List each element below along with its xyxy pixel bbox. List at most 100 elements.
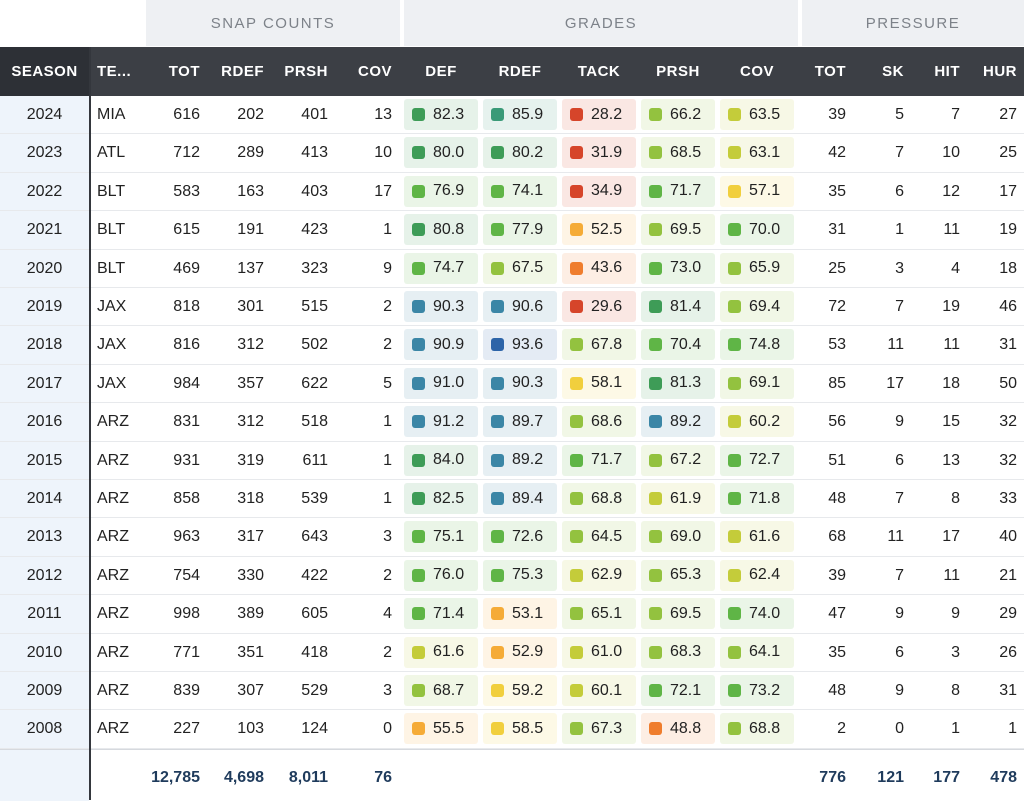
col-header-team[interactable]: TE...: [97, 63, 132, 80]
table-row[interactable]: 2023 ATL 712 289 413 10 42 7 10 25 80.0 80.2 31.9 68.…: [0, 134, 1024, 173]
grade-value: 68.5: [670, 143, 702, 161]
grade-value: 69.1: [749, 374, 781, 392]
grade-value: 90.3: [512, 374, 544, 392]
grade-color-swatch: [649, 607, 662, 621]
season-cell[interactable]: 2017: [0, 364, 89, 403]
season-cell[interactable]: 2012: [0, 556, 89, 595]
table-row[interactable]: 2019 JAX 818 301 515 2 72 7 19 46 90.3 90.6 29.6 81.4…: [0, 288, 1024, 327]
table-row[interactable]: 2016 ARZ 831 312 518 1 56 9 15 32 91.2 89.7 68.6 89.2…: [0, 403, 1024, 442]
season-cell[interactable]: 2019: [0, 288, 89, 326]
total-snap-prsh: 8,011: [288, 769, 328, 786]
grade-value: 91.2: [433, 412, 465, 430]
table-row[interactable]: 2018 JAX 816 312 502 2 53 11 11 31 90.9 93.6 67.8 70.…: [0, 326, 1024, 365]
grade-value: 81.3: [670, 374, 702, 392]
table-row[interactable]: 2014 ARZ 858 318 539 1 48 7 8 33 82.5 89.4 68.8 61.9 7…: [0, 480, 1024, 519]
table-row[interactable]: 2009 ARZ 839 307 529 3 48 9 8 31 68.7 59.2 60.1 72.1 7…: [0, 672, 1024, 711]
grade-color-swatch: [649, 108, 662, 121]
team-cell: JAX: [97, 336, 127, 354]
season-cell[interactable]: 2010: [0, 633, 89, 671]
table-row[interactable]: 2017 JAX 984 357 622 5 85 17 18 50 91.0 90.3 58.1 81.…: [0, 364, 1024, 404]
grade-value: 69.0: [670, 527, 702, 545]
grade-tack-cell: 28.2: [562, 99, 636, 130]
grade-value: 65.9: [749, 259, 781, 277]
col-header-grade-prsh[interactable]: PRSH: [656, 63, 700, 80]
col-header-snap-prsh[interactable]: PRSH: [284, 63, 328, 80]
grade-color-swatch: [491, 453, 504, 467]
hur-cell: 40: [999, 528, 1017, 546]
grade-value: 77.9: [512, 220, 544, 238]
hit-cell: 10: [942, 144, 960, 162]
season-cell[interactable]: 2009: [0, 672, 89, 710]
table-row[interactable]: 2021 BLT 615 191 423 1 31 1 11 19 80.8 77.9 52.5 69.5…: [0, 211, 1024, 250]
grade-color-swatch: [412, 338, 425, 352]
grade-color-swatch: [570, 492, 583, 505]
table-row[interactable]: 2024 MIA 616 202 401 13 39 5 7 27 82.3 85.9 28.2 66.2…: [0, 96, 1024, 135]
table-row[interactable]: 2013 ARZ 963 317 643 3 68 11 17 40 75.1 72.6 64.5 69.…: [0, 518, 1024, 557]
season-cell[interactable]: 2024: [0, 96, 89, 134]
team-cell: ARZ: [97, 566, 129, 584]
grade-rdef-cell: 89.2: [483, 444, 557, 476]
table-row[interactable]: 2010 ARZ 771 351 418 2 35 6 3 26 61.6 52.9 61.0 68.3 6…: [0, 633, 1024, 672]
col-header-snap-cov[interactable]: COV: [357, 63, 392, 80]
hur-cell: 32: [999, 413, 1017, 431]
table-row[interactable]: 2011 ARZ 998 389 605 4 47 9 9 29 71.4 53.1 65.1 69.5 7…: [0, 595, 1024, 634]
season-cell[interactable]: 2023: [0, 134, 89, 172]
col-header-grade-def[interactable]: DEF: [425, 63, 457, 80]
grade-color-swatch: [728, 645, 741, 659]
col-header-pressure-hit[interactable]: HIT: [934, 63, 960, 80]
col-header-grade-rdef[interactable]: RDEF: [498, 63, 542, 80]
col-header-season[interactable]: SEASON: [0, 47, 89, 96]
rdef-cell: 312: [237, 413, 264, 431]
col-header-snap-rdef[interactable]: RDEF: [221, 63, 264, 80]
rdef-cell: 301: [237, 298, 264, 315]
grade-value: 67.5: [512, 259, 544, 277]
grade-value: 73.2: [749, 681, 781, 699]
season-cell[interactable]: 2011: [0, 595, 89, 633]
col-header-grade-tack[interactable]: TACK: [577, 63, 621, 80]
sk-cell: 7: [895, 566, 904, 584]
season-cell[interactable]: 2015: [0, 441, 89, 479]
season-cell[interactable]: 2018: [0, 326, 89, 364]
total-pressure-tot: 776: [819, 769, 846, 786]
grade-value: 57.1: [749, 182, 781, 200]
grade-def-cell: 71.4: [404, 598, 478, 630]
grade-color-swatch: [570, 184, 583, 198]
ptot-cell: 48: [828, 682, 846, 699]
table-row[interactable]: 2008 ARZ 227 103 124 0 2 0 1 1 55.5 58.5 67.3 48.8 68.…: [0, 710, 1024, 749]
season-cell[interactable]: 2021: [0, 211, 89, 249]
grade-color-swatch: [412, 146, 425, 160]
sk-cell: 7: [895, 490, 904, 507]
sk-cell: 6: [895, 643, 904, 661]
hur-cell: 19: [999, 221, 1017, 239]
tot-cell: 963: [173, 528, 200, 546]
table-row[interactable]: 2012 ARZ 754 330 422 2 39 7 11 21 76.0 75.3 62.9 65.3…: [0, 556, 1024, 596]
grade-tack-cell: 29.6: [562, 291, 636, 322]
hit-cell: 11: [943, 566, 960, 584]
season-cell[interactable]: 2022: [0, 172, 89, 211]
hit-cell: 7: [951, 106, 960, 123]
table-row[interactable]: 2022 BLT 583 163 403 17 35 6 12 17 76.9 74.1 34.9 71.…: [0, 172, 1024, 212]
col-header-pressure-tot[interactable]: TOT: [814, 63, 846, 80]
grade-value: 52.9: [512, 643, 544, 661]
season-cell[interactable]: 2020: [0, 249, 89, 287]
grade-color-swatch: [649, 453, 662, 467]
grade-color-swatch: [728, 453, 741, 467]
season-cell[interactable]: 2008: [0, 710, 89, 748]
col-header-grade-cov[interactable]: COV: [739, 63, 774, 80]
season-cell[interactable]: 2016: [0, 403, 89, 441]
team-cell: JAX: [97, 374, 127, 392]
grade-value: 76.9: [433, 182, 465, 200]
table-row[interactable]: 2020 BLT 469 137 323 9 25 3 4 18 74.7 67.5 43.6 73.0 6…: [0, 249, 1024, 288]
sk-cell: 1: [895, 221, 904, 239]
grade-value: 48.8: [670, 719, 702, 737]
col-header-snap-tot[interactable]: TOT: [168, 63, 200, 80]
tot-cell: 816: [173, 336, 200, 354]
col-header-pressure-sk[interactable]: SK: [882, 63, 904, 80]
col-header-pressure-hur[interactable]: HUR: [983, 63, 1017, 80]
team-cell: ARZ: [97, 720, 129, 738]
table-row[interactable]: 2015 ARZ 931 319 611 1 51 6 13 32 84.0 89.2 71.7 67.2…: [0, 441, 1024, 480]
grade-color-swatch: [491, 492, 504, 505]
season-cell[interactable]: 2014: [0, 480, 89, 518]
season-cell[interactable]: 2013: [0, 518, 89, 556]
grade-color-swatch: [649, 146, 662, 160]
